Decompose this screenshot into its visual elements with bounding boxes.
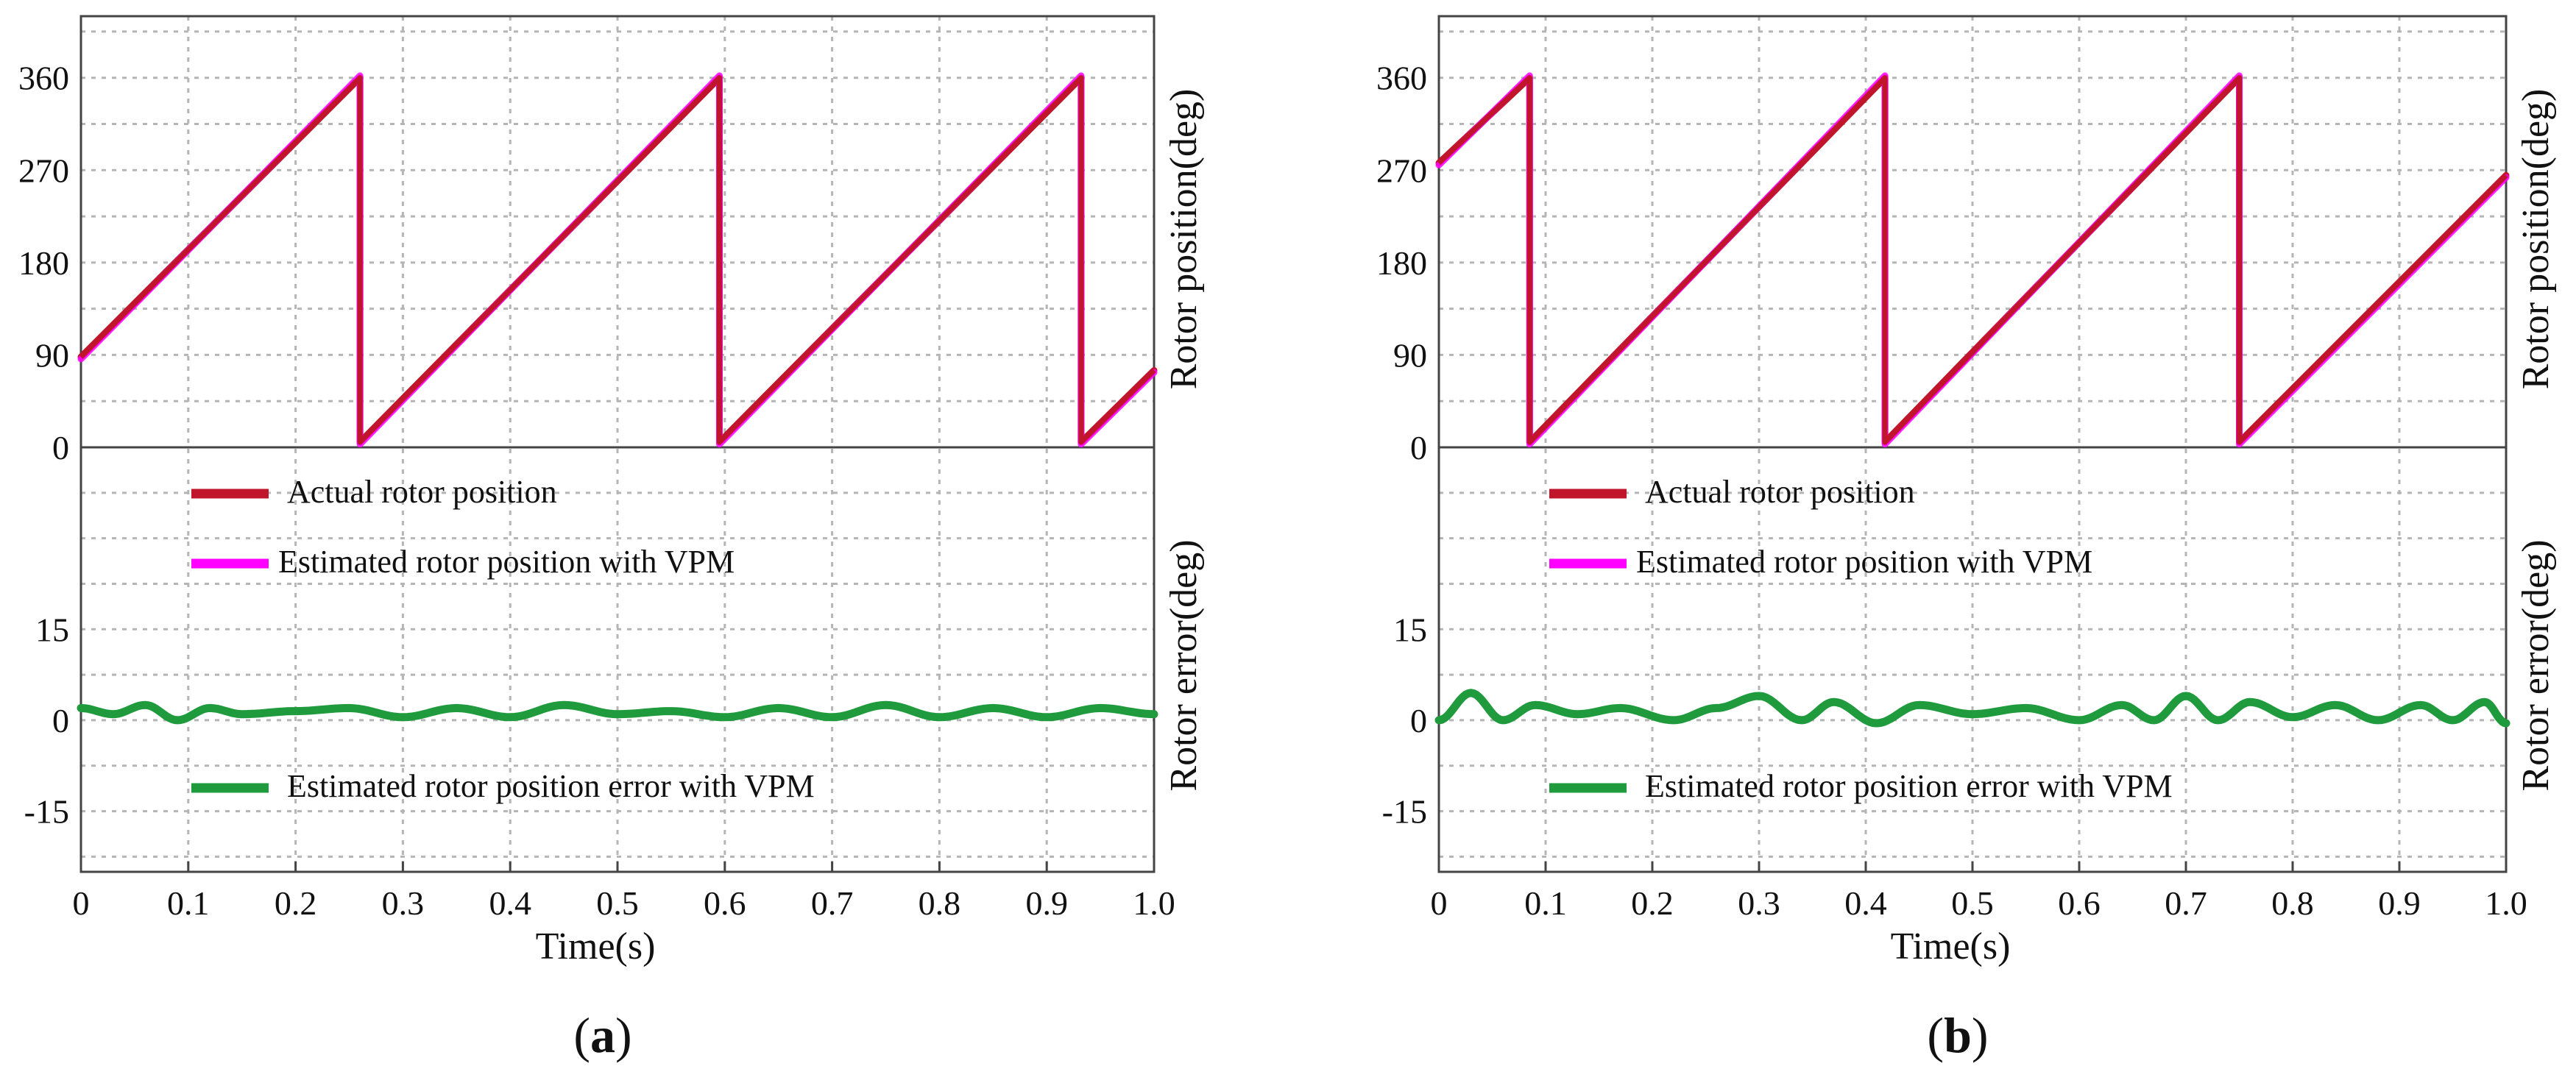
y-tick-label-error: 15 [35, 611, 69, 648]
x-tick-label: 0.6 [2058, 884, 2101, 922]
panel-caption: (b) [1927, 1007, 1988, 1063]
x-axis-title: Time(s) [536, 926, 656, 967]
caption-open: ( [573, 1007, 590, 1063]
caption-close: ) [1972, 1007, 1989, 1063]
x-tick-label: 0.1 [167, 884, 210, 922]
chart-panel-a: 0 0.1 0.2 0.3 0.4 0.5 0.6 0.7 0.8 0.9 1.0 0 90 180 270… [18, 15, 1205, 1063]
x-tick-label: 1.0 [1133, 884, 1175, 922]
plot-frame [1437, 15, 2508, 873]
x-tick-label: 0.5 [596, 884, 639, 922]
x-tick-label: 0.5 [1951, 884, 1994, 922]
x-tick-label: 0.3 [382, 884, 425, 922]
y-tick-label-error: 0 [52, 702, 69, 739]
x-tick-label: 0.6 [704, 884, 746, 922]
series-line-position-error [77, 700, 1158, 725]
y-axis-title-error: Rotor error(deg) [1163, 539, 1205, 791]
legend-label: Estimated rotor position error with VPM [1645, 768, 2173, 804]
x-tick-label: 0.9 [2378, 884, 2421, 922]
panel-caption: (a) [573, 1007, 631, 1063]
y-axis-title-position: Rotor position(deg) [1163, 89, 1205, 390]
y-tick-label-position: 0 [1410, 429, 1427, 466]
x-tick-label: 0.7 [811, 884, 854, 922]
x-tick-label: 0.4 [1844, 884, 1887, 922]
x-tick-label: 0 [73, 884, 90, 922]
y-axis-title-position: Rotor position(deg) [2515, 89, 2557, 390]
y-tick-label-position: 180 [18, 244, 69, 282]
legend-label: Estimated rotor position with VPM [278, 544, 735, 580]
y-tick-label-position: 270 [1376, 152, 1427, 189]
x-tick-label: 0.7 [2165, 884, 2207, 922]
x-tick-label: 0.3 [1738, 884, 1780, 922]
y-tick-label-error: 0 [1410, 702, 1427, 739]
y-tick-label-position: 90 [35, 336, 69, 374]
plot-frame [79, 15, 1156, 873]
legend-label: Actual rotor position [1645, 474, 1915, 510]
y-tick-label-error: -15 [24, 793, 69, 831]
caption-letter: a [590, 1007, 615, 1063]
x-tick-label: 1.0 [2485, 884, 2527, 922]
x-tick-label: 0.9 [1025, 884, 1068, 922]
chart-panel-b: 0 0.1 0.2 0.3 0.4 0.5 0.6 0.7 0.8 0.9 1.0 0 90 180 270… [1376, 15, 2557, 1063]
y-tick-label-position: 0 [52, 429, 69, 466]
legend-label: Estimated rotor position error with VPM [287, 768, 815, 804]
y-axis-title-error: Rotor error(deg) [2515, 539, 2557, 791]
x-tick-label: 0.2 [1631, 884, 1674, 922]
x-tick-label: 0.2 [275, 884, 317, 922]
legend-label: Actual rotor position [287, 474, 557, 510]
y-tick-label-position: 270 [18, 152, 69, 189]
series-line-position-error [1434, 689, 2510, 728]
caption-letter: b [1944, 1007, 1972, 1063]
caption-close: ) [615, 1007, 632, 1063]
x-tick-label: 0.8 [919, 884, 961, 922]
x-tick-label: 0.8 [2271, 884, 2314, 922]
y-tick-label-position: 180 [1376, 244, 1427, 282]
x-tick-label: 0 [1431, 884, 1448, 922]
y-tick-label-error: 15 [1393, 611, 1427, 648]
x-tick-label: 0.1 [1524, 884, 1567, 922]
series-line-actual-position-overlay [79, 75, 1156, 445]
y-tick-label-position: 360 [1376, 60, 1427, 97]
caption-open: ( [1927, 1007, 1944, 1063]
y-tick-label-error: -15 [1382, 793, 1427, 831]
y-tick-label-position: 360 [18, 60, 69, 97]
x-tick-label: 0.4 [489, 884, 531, 922]
y-tick-label-position: 90 [1393, 336, 1427, 374]
legend-label: Estimated rotor position with VPM [1636, 544, 2092, 580]
series-line-actual-position-overlay [1437, 75, 2508, 445]
x-axis-title: Time(s) [1891, 926, 2011, 967]
